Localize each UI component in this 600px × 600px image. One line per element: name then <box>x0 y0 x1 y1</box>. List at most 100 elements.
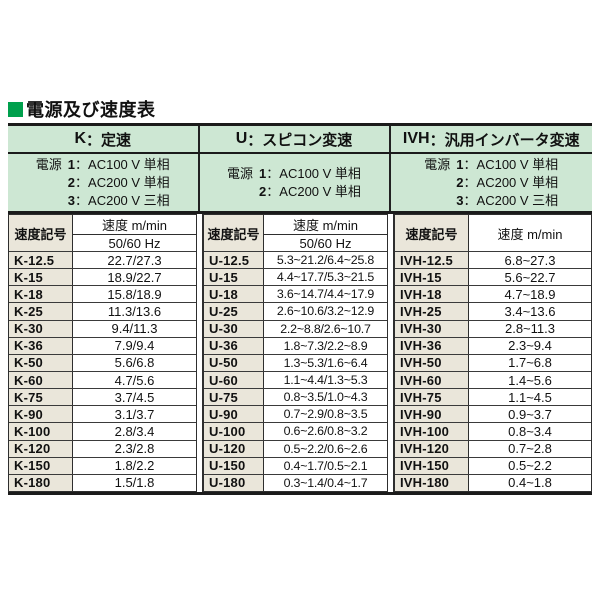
power-option-text: ：AC200 V 単相 <box>463 174 559 190</box>
power-option-number: 3 <box>67 192 76 208</box>
speed-value-cell: 5.6~22.7 <box>504 269 556 285</box>
column-header-row: 速度記号 速度 m/min 50/60 Hz <box>204 215 387 251</box>
speed-value-cell: 5.3~21.2/6.4~25.8 <box>276 253 375 268</box>
speed-code-cell: IVH-180 <box>395 474 469 491</box>
power-option-text: ：AC200 V 三相 <box>463 192 559 208</box>
speed-code-cell: K-25 <box>9 303 73 320</box>
speed-code-cell: IVH-60 <box>395 371 469 389</box>
table-row: U-30 2.2~8.8/2.6~10.7 <box>204 319 387 337</box>
power-option-text: ：AC100 V 単相 <box>266 165 361 181</box>
speed-hz-label: 50/60 Hz <box>264 234 387 251</box>
table-top-border <box>8 123 592 126</box>
column-header-row: 速度記号 速度 m/min <box>395 215 591 251</box>
green-square-icon <box>8 101 23 117</box>
speed-value-cell: 2.6~10.6/3.2~12.9 <box>276 304 375 319</box>
table-row: K-100 2.8/3.4 <box>9 422 196 440</box>
power-option-text: ：AC100 V 単相 <box>463 156 559 172</box>
speed-value-cell: 0.4~1.8 <box>508 475 552 491</box>
speed-code-cell: U-15 <box>204 269 264 286</box>
speed-value-cell: 1.8~7.3/2.2~8.9 <box>283 338 368 353</box>
power-label: 電源 <box>227 165 254 181</box>
speed-value-cell: 9.4/11.3 <box>111 321 158 337</box>
speed-code-cell: U-100 <box>204 423 264 440</box>
header-code-ivh: IVH <box>402 130 430 147</box>
speed-code-cell: IVH-90 <box>395 406 469 423</box>
table-header-k: K ：定速 <box>8 126 200 152</box>
speed-value-cell: 0.7~2.9/0.8~3.5 <box>283 407 368 422</box>
table-row: U-120 0.5~2.2/0.6~2.6 <box>204 439 387 457</box>
speed-code-cell: K-50 <box>9 354 73 371</box>
speed-value-cell: 1.5/1.8 <box>114 475 155 491</box>
power-speed-table: K ：定速 U ：スピコン変速 IVH ：汎用インバータ変速 電源 1 ：AC100 V … <box>8 123 592 495</box>
speed-code-cell: IVH-100 <box>395 423 469 440</box>
table-row: IVH-30 2.8~11.3 <box>395 319 591 337</box>
speed-value-cell: 2.8~11.3 <box>504 321 555 337</box>
power-label <box>227 183 259 201</box>
power-options-band: 電源 1 ：AC100 V 単相 2 ：AC200 V 単相 3 ：AC200 V 三相 電… <box>8 154 592 211</box>
speed-value-cell: 3.7/4.5 <box>114 389 155 405</box>
speed-code-cell: U-120 <box>204 440 264 457</box>
page-title: 電源及び速度表 <box>8 96 156 122</box>
power-label <box>36 174 68 192</box>
table-row: U-90 0.7~2.9/0.8~3.5 <box>204 405 387 423</box>
speed-value-cell: 6.8~27.3 <box>504 252 556 268</box>
speed-value-cell: 0.9~3.7 <box>508 406 552 422</box>
speed-code-cell: K-12.5 <box>9 252 73 269</box>
speed-value-cell: 4.4~17.7/5.3~21.5 <box>276 270 375 285</box>
speed-value-cell: 11.3/13.6 <box>107 303 162 319</box>
table-row: IVH-150 0.5~2.2 <box>395 456 591 474</box>
speed-value-cell: 4.7~18.9 <box>504 286 556 302</box>
speed-unit-label: 速度 m/min <box>101 218 167 233</box>
speed-code-cell: IVH-36 <box>395 337 469 354</box>
speed-code-cell: U-180 <box>204 474 264 491</box>
power-option-number: 3 <box>456 192 464 208</box>
speed-value-cell: 0.7~2.8 <box>508 441 552 457</box>
power-option-number: 2 <box>259 183 267 199</box>
speed-code-cell: IVH-25 <box>395 303 469 320</box>
table-row: IVH-50 1.7~6.8 <box>395 353 591 371</box>
speed-code-cell: U-90 <box>204 406 264 423</box>
speed-value-cell: 1.1~4.5 <box>508 389 552 405</box>
table-row: K-120 2.3/2.8 <box>9 439 196 457</box>
table-row: IVH-18 4.7~18.9 <box>395 285 591 303</box>
speed-unit-label: 速度 m/min <box>292 218 358 233</box>
power-option-number: 1 <box>259 165 267 181</box>
table-row: IVH-12.5 6.8~27.3 <box>395 251 591 269</box>
speed-code-cell: IVH-50 <box>395 354 469 371</box>
power-line: 3 ：AC200 V 三相 <box>36 192 170 210</box>
table-row: K-15 18.9/22.7 <box>9 268 196 286</box>
table-row: K-50 5.6/6.8 <box>9 353 196 371</box>
speed-value-cell: 18.9/22.7 <box>107 269 162 285</box>
speed-code-cell: K-60 <box>9 371 73 389</box>
power-line: 2 ：AC200 V 単相 <box>36 174 170 192</box>
speed-value-cell: 3.4~13.6 <box>504 303 556 319</box>
table-row: K-25 11.3/13.6 <box>9 302 196 320</box>
speed-code-cell: IVH-120 <box>395 440 469 457</box>
speed-code-cell: U-30 <box>204 320 264 337</box>
speed-value-cell: 7.9/9.4 <box>114 338 155 354</box>
speed-table-k: 速度記号 速度 m/min 50/60 Hz K-12.5 22.7/27.3 K-15 1… <box>8 214 197 492</box>
power-label: 電源 <box>424 156 451 172</box>
speed-code-cell: K-120 <box>9 440 73 457</box>
table-row: K-150 1.8/2.2 <box>9 456 196 474</box>
power-label <box>424 192 456 210</box>
speed-code-column-header: 速度記号 <box>395 215 469 251</box>
speed-code-cell: U-12.5 <box>204 252 264 269</box>
speed-unit-label: 速度 m/min <box>497 226 563 242</box>
speed-tables-region: 速度記号 速度 m/min 50/60 Hz K-12.5 22.7/27.3 K-15 1… <box>8 214 592 492</box>
power-options-u: 電源 1 ：AC100 V 単相 2 ：AC200 V 単相 <box>200 154 391 211</box>
table-row: IVH-120 0.7~2.8 <box>395 439 591 457</box>
power-option-text: ：AC200 V 三相 <box>75 192 170 208</box>
speed-value-cell: 1.1~4.4/1.3~5.3 <box>283 373 368 388</box>
speed-code-cell: U-150 <box>204 457 264 474</box>
table-divider <box>8 152 592 154</box>
power-label <box>36 192 68 210</box>
table-row: U-15 4.4~17.7/5.3~21.5 <box>204 268 387 286</box>
power-line: 3 ：AC200 V 三相 <box>424 192 558 210</box>
table-row: K-75 3.7/4.5 <box>9 388 196 406</box>
table-row: U-25 2.6~10.6/3.2~12.9 <box>204 302 387 320</box>
speed-code-column-header: 速度記号 <box>9 215 73 251</box>
speed-code-cell: IVH-75 <box>395 389 469 406</box>
table-row: K-180 1.5/1.8 <box>9 473 196 491</box>
table-row: IVH-60 1.4~5.6 <box>395 370 591 389</box>
